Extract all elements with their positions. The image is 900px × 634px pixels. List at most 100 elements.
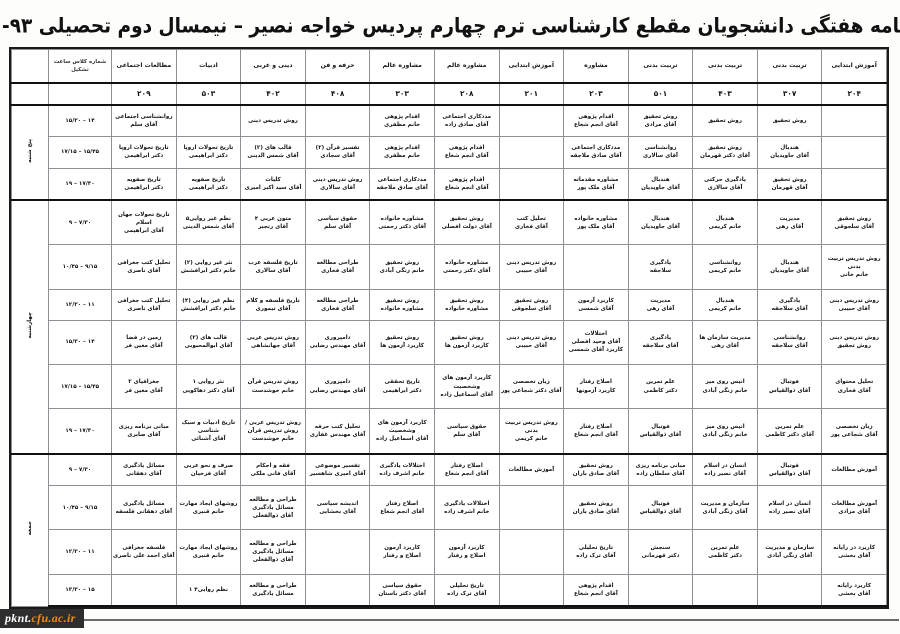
class-cell[interactable]: فقه و احکام آقای فانی ملکی [241,452,307,487]
class-cell[interactable] [499,485,566,531]
class-cell[interactable]: زبان تخصصی آقای دکتر شجاعی پور [499,363,566,410]
class-cell[interactable]: روش تحقیق مشاوره خانواده [434,288,501,321]
class-cell[interactable]: دامپروری آقای مهندس رضایی [305,319,372,365]
class-cell[interactable]: اصلاح رفتار آقای انجم شعاع [370,485,436,531]
class-cell[interactable]: فوتبال آقای ذوالقیاس [757,452,824,487]
class-cell[interactable]: زبان تخصصی آقای شجاعی پور [822,408,888,455]
class-cell[interactable]: طراحی و مطالعه مسائل یادگیری آقای ذوالفعل… [241,485,307,531]
class-cell[interactable]: اصلاح رفتار آقای انجم شعاع [434,452,501,487]
class-cell[interactable]: تاریخ ادبیات و سبک شناسی آقای آشنائی [176,408,243,455]
class-cell[interactable]: مشاوره مقدماته آقای ملک پور [564,167,630,201]
class-cell[interactable]: تاریخ تحققی دکتر ابراهیمی [370,363,436,410]
class-cell[interactable]: هندبال خانم کریمی [693,288,759,321]
class-cell[interactable]: هندبال آقای جاویدیان [757,244,824,290]
class-cell[interactable]: روش تحقیق آقای سلجوقی [499,288,566,321]
class-cell[interactable]: یادگیری آقای سلاجقه [628,319,695,365]
class-cell[interactable]: تاریخ تحولات اروپا دکتر ابراهیمی [112,136,178,169]
class-cell[interactable]: طراحی مطالعه آقای فخاری [305,288,372,321]
class-cell[interactable]: روش تدریس عربی آقای جهانشاهی [241,319,307,365]
class-cell[interactable] [305,573,372,607]
class-cell[interactable]: اختلالات یادگیری خانم اشرف زاده [370,452,436,487]
class-cell[interactable]: یادگیری حرکتی آقای سالاری [693,167,759,201]
class-cell[interactable]: فوتبال آقای ذوالقیاس [628,485,695,531]
class-cell[interactable]: اقدام پژوهی آقای انجم شعاع [564,104,630,138]
class-cell[interactable]: علم تمرین آقای دکتر کاظمی [757,408,824,455]
class-cell[interactable]: کاربرد آزمون های وشخصیت آقای اسماعیل زاده [434,363,501,410]
class-cell[interactable]: هندبال آقای جاویدیان [628,198,695,246]
class-cell[interactable]: تحلیل کتب حرفه آقای مهندس غفاری [305,408,372,455]
class-cell[interactable]: روش تدریس عربی / روش تدریس قرآن خانم خوشد… [241,408,307,455]
class-cell[interactable]: اقدام پژوهی خانم مظفری [370,136,436,169]
class-cell[interactable]: تحلیل کتب آقای فخاری [499,198,566,246]
class-cell[interactable]: کاربرد آزمون اصلاح و رفتار [370,529,436,575]
class-cell[interactable]: کاربرد آزمون اصلاح و رفتار [434,529,501,575]
class-cell[interactable]: انیس روی میز خانم زنگی آبادی [693,363,759,410]
class-cell[interactable]: زمین در فضا آقای معین فر [112,319,178,365]
class-cell[interactable]: طراحی و مطالعه مسائل یادگیری [241,573,307,607]
class-cell[interactable]: اصلاح رفتار کاربرد آزمونها [564,363,630,410]
class-cell[interactable]: تاریخ تحولات جهان اسلام آقای ابراهیمی [112,198,178,246]
class-cell[interactable]: تفسیر قرآن (۲) آقای سجادی [305,136,372,169]
class-cell[interactable]: روانشناسی خانم کریمی [693,244,759,290]
class-cell[interactable]: نثر غیر روایی (۲) خانم دکتر ابرافشش [176,244,243,290]
class-cell[interactable]: روش تحقیق آقای مرادی [628,104,695,138]
class-cell[interactable]: سازمان و مدیریت آقای زنگی آبادی [757,529,824,575]
class-cell[interactable]: نثر روایی ۱ آقای دکتر دهاکویی [176,363,243,410]
class-cell[interactable]: اختلالات یادگیری خانم اشرف زاده [434,485,501,531]
class-cell[interactable]: اقدام پژوهی آقای انجم شعاع [434,136,501,169]
class-cell[interactable]: مسائل یادگیری آقای دهقانی فلسفه [112,485,178,531]
class-cell[interactable] [822,136,888,169]
class-cell[interactable]: روش تحقیق [693,104,759,138]
class-cell[interactable]: قالب های (۲) آقای ابوالمحبوبی [176,319,243,365]
class-cell[interactable]: اصلاح رفتار آقای انجم شعاع [564,408,630,455]
class-cell[interactable] [176,104,243,138]
class-cell[interactable] [112,573,178,607]
class-cell[interactable]: روش تحقیق کاربرد آزمون ها [434,319,501,365]
class-cell[interactable]: تاریخ تحولات اروپا دکتر ابراهیمی [176,136,243,169]
class-cell[interactable]: سازمان و مدیریت آقای زنگی آبادی [693,485,759,531]
class-cell[interactable]: تحلیل کتب جغرافی آقای ناصری [112,288,178,321]
class-cell[interactable]: روش تحقیق آقای قهرمان [757,167,824,201]
class-cell[interactable]: تاریخ فلسفه و کلام آقای تیموری [241,288,307,321]
class-cell[interactable] [757,573,824,607]
class-cell[interactable]: روانشناسی آقای سلاجقه [757,319,824,365]
class-cell[interactable]: نظم روایی۴ ۱ [176,573,243,607]
class-cell[interactable]: صرف و نحو عربی آقای فرخیان [176,452,243,487]
class-cell[interactable]: روش تحقیق آقای دکتر قهرمان [693,136,759,169]
class-cell[interactable]: مدیریت آقای رهی [757,198,824,246]
class-cell[interactable] [499,573,566,607]
class-cell[interactable]: فوتبال آقای ذوالقیاس [757,363,824,410]
class-cell[interactable]: روش تدریس تربیت بدنی خانم خانی [822,244,888,290]
class-cell[interactable]: روش تحقیق کاربرد آزمون ها [370,319,436,365]
class-cell[interactable]: فلسفه جغرافی آقای احمد علی ناصری [112,529,178,575]
class-cell[interactable]: آموزش مطالعات [499,452,566,487]
class-cell[interactable]: انیس روی میز خانم زنگی آبادی [693,408,759,455]
class-cell[interactable]: مشاوره خانواده آقای ملک پور [564,198,630,246]
class-cell[interactable]: تاریخ تحلیلی آقای ترک زاده [564,529,630,575]
class-cell[interactable]: کلیات آقای سید اکبر امیری [241,167,307,201]
class-cell[interactable]: روشهای ایجاد مهارت خانم قنبری [176,485,243,531]
class-cell[interactable]: علم تمرین دکتر کاظمی [693,529,759,575]
class-cell[interactable]: هندبال آقای جاویدیان [628,167,695,201]
class-cell[interactable]: روش تحقیق آقای صادق باران [564,485,630,531]
class-cell[interactable]: تاریخ صفویه دکتر ابراهیمی [112,167,178,201]
class-cell[interactable]: اختلالات آقای وحید افضلی کاربرد آقای شمسی [564,319,630,365]
class-cell[interactable]: حقوق سیاسی آقای دکتر باستان [370,573,436,607]
class-cell[interactable]: فوتبال آقای ذوالقیاس [628,408,695,455]
class-cell[interactable]: روش تحقیق خانم زنگی آبادی [370,244,436,290]
class-cell[interactable] [564,244,630,290]
class-cell[interactable]: جغرافیای ۲ آقای معین فر [112,363,178,410]
class-cell[interactable]: مبانی برنامه ریزی آقای سلطان زاده [628,452,695,487]
class-cell[interactable]: کاربرد رایانه آقای بخشی [822,573,888,607]
class-cell[interactable]: قالب های (۲) آقای شمس الدینی [241,136,307,169]
class-cell[interactable]: روش تدریس دینی آقای حبیبی [499,244,566,290]
class-cell[interactable]: هندبال آقای جاویدیان [757,136,824,169]
class-cell[interactable]: روانشناسی آقای سالاری [628,136,695,169]
class-cell[interactable] [305,529,372,575]
class-cell[interactable] [499,136,566,169]
class-cell[interactable]: متون عربی ۴ آقای رنجبر [241,198,307,246]
class-cell[interactable]: تحلیل محتوای آقای فخاری [822,363,888,410]
class-cell[interactable] [628,573,695,607]
class-cell[interactable]: روش تدریس تربیت بدنی خانم کریمی [499,408,566,455]
class-cell[interactable]: مددکاری اجتماعی آقای صادق زاده [434,104,501,138]
